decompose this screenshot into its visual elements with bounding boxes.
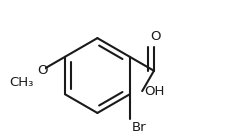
Text: CH₃: CH₃ xyxy=(9,76,33,89)
Text: Br: Br xyxy=(131,121,145,134)
Text: OH: OH xyxy=(144,85,164,98)
Text: O: O xyxy=(37,63,47,77)
Text: O: O xyxy=(150,30,160,43)
